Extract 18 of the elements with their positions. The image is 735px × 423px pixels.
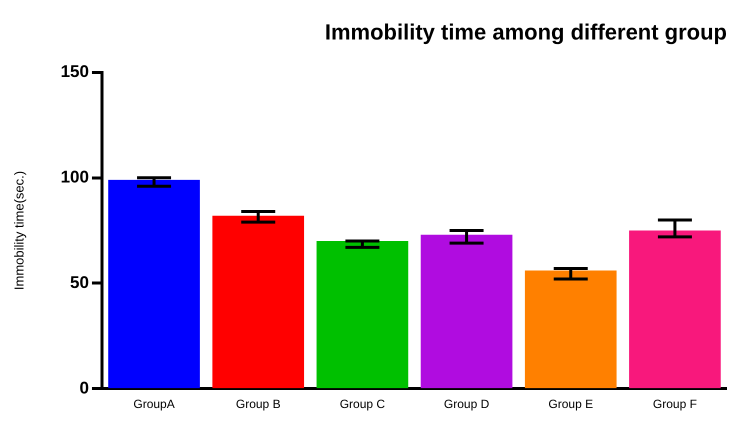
x-tick-label: GroupA (133, 397, 175, 412)
x-tick-label: Group D (444, 397, 490, 412)
x-tick-label: Group E (548, 397, 594, 412)
bar (212, 216, 304, 388)
y-tick-label: 0 (79, 378, 89, 398)
bar (524, 270, 617, 388)
y-tick-label: 50 (70, 272, 89, 292)
bar (108, 180, 200, 388)
x-tick-label: Group C (340, 397, 386, 412)
bar (629, 230, 721, 388)
y-axis-title: Immobility time(sec.) (11, 170, 26, 290)
y-tick-label: 150 (60, 62, 89, 82)
bar (420, 234, 512, 388)
x-tick-label: Group B (236, 397, 281, 412)
x-tick-label: Group F (652, 397, 697, 412)
bar (316, 241, 408, 388)
chart-title: Immobility time among different group (324, 19, 727, 44)
y-tick-label: 100 (60, 167, 89, 186)
